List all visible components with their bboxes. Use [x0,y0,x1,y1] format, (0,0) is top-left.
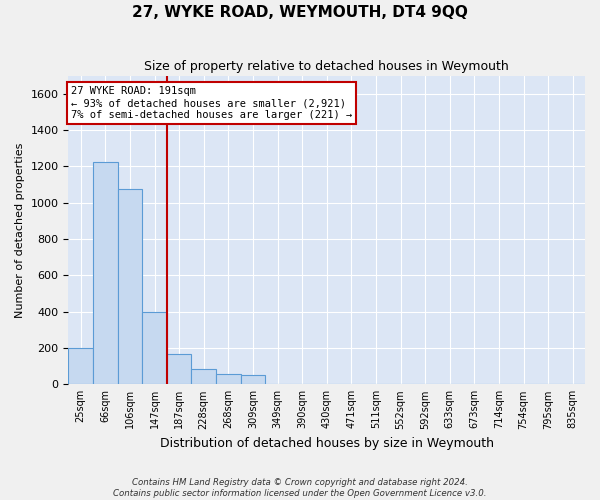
Text: 27 WYKE ROAD: 191sqm
← 93% of detached houses are smaller (2,921)
7% of semi-det: 27 WYKE ROAD: 191sqm ← 93% of detached h… [71,86,352,120]
X-axis label: Distribution of detached houses by size in Weymouth: Distribution of detached houses by size … [160,437,494,450]
Bar [167,354,191,384]
Bar [142,312,167,384]
Title: Size of property relative to detached houses in Weymouth: Size of property relative to detached ho… [145,60,509,73]
Text: Contains HM Land Registry data © Crown copyright and database right 2024.
Contai: Contains HM Land Registry data © Crown c… [113,478,487,498]
Y-axis label: Number of detached properties: Number of detached properties [15,142,25,318]
Text: 27, WYKE ROAD, WEYMOUTH, DT4 9QQ: 27, WYKE ROAD, WEYMOUTH, DT4 9QQ [132,5,468,20]
Bar [216,374,241,384]
Bar [241,375,265,384]
Bar [191,369,216,384]
Bar [93,162,118,384]
Bar [118,189,142,384]
Bar [68,348,93,385]
